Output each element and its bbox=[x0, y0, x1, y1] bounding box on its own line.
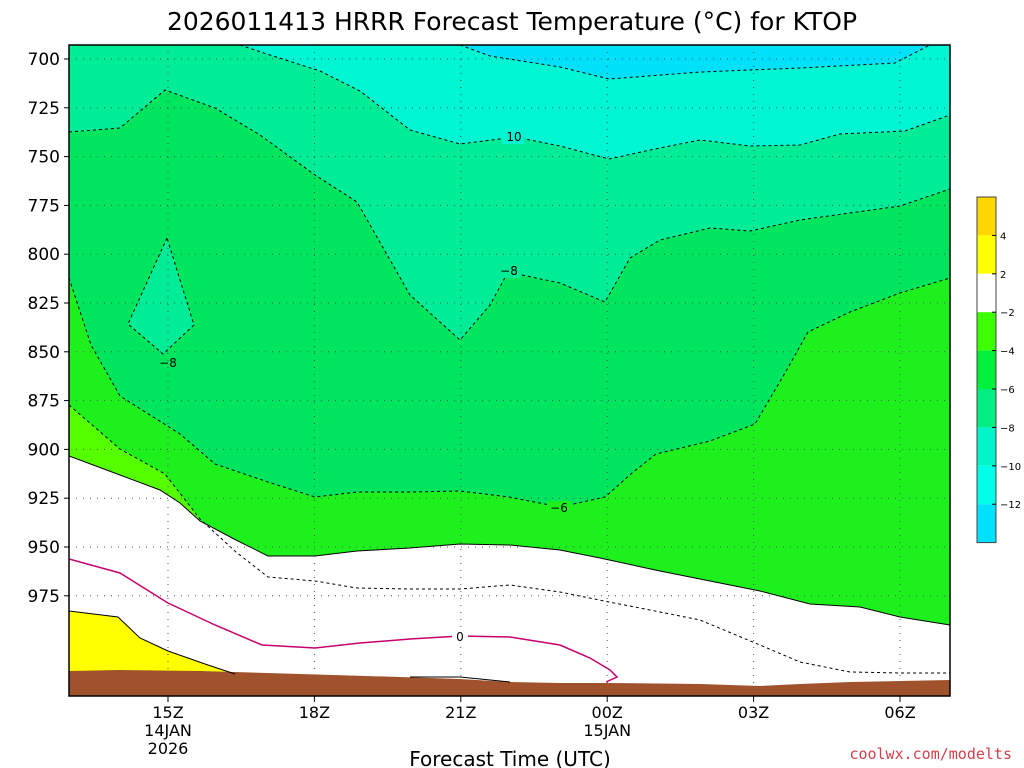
colorbar-tick-label: −10 bbox=[1000, 462, 1021, 473]
x-tick-label: 18Z bbox=[299, 703, 330, 722]
chart-title: 2026011413 HRRR Forecast Temperature (°C… bbox=[167, 7, 857, 36]
y-tick-label: 850 bbox=[28, 343, 60, 363]
y-tick-label: 750 bbox=[28, 148, 60, 168]
contour-lines bbox=[69, 45, 950, 683]
x-tick-label: 2026 bbox=[148, 739, 189, 758]
colorbar-swatch bbox=[977, 312, 996, 351]
terrain-surface bbox=[69, 670, 950, 696]
contour-label-minus10: 10 bbox=[506, 130, 521, 144]
y-tick-label: 975 bbox=[28, 587, 60, 607]
y-tick-label: 900 bbox=[28, 440, 60, 460]
colorbar-swatch bbox=[977, 197, 996, 236]
colorbar-swatch bbox=[977, 504, 996, 543]
colorbar-tick-label: 2 bbox=[1000, 270, 1006, 281]
contour-label-minus8: −8 bbox=[500, 264, 518, 278]
y-tick-label: 925 bbox=[28, 489, 60, 509]
contour-minus12 bbox=[459, 45, 931, 80]
colorbar-swatch bbox=[977, 350, 996, 389]
region-above-zero bbox=[69, 456, 950, 696]
y-tick-label: 825 bbox=[28, 294, 60, 314]
x-tick-label: 21Z bbox=[445, 703, 476, 722]
y-tick-label: 800 bbox=[28, 245, 60, 265]
region-warm-surface bbox=[69, 611, 235, 674]
region-below-minus12 bbox=[460, 45, 930, 79]
x-tick-label: 15JAN bbox=[583, 721, 631, 740]
colorbar: 4 2 −2 −4 −6 −8 −10 −12 bbox=[976, 196, 1021, 544]
plot-frame bbox=[68, 44, 951, 697]
contour-label-zero: 0 bbox=[456, 630, 464, 644]
y-axis: 700 725 750 775 800 825 850 875 900 925 950 975 bbox=[28, 50, 69, 607]
region-minus6-to-minus8 bbox=[69, 90, 950, 507]
colorbar-tick-label: −8 bbox=[1000, 423, 1015, 434]
contour-plus2-small bbox=[410, 676, 511, 683]
x-tick-label: 03Z bbox=[738, 703, 769, 722]
contour-minus6 bbox=[69, 277, 950, 508]
colorbar-tick-label: −2 bbox=[1000, 308, 1015, 319]
region-minus8-to-minus10 bbox=[69, 45, 950, 340]
colorbar-tick-label: 4 bbox=[1000, 231, 1006, 242]
x-tick-label: 06Z bbox=[884, 703, 915, 722]
colorbar-frame bbox=[976, 196, 997, 544]
contour-label-minus6: −6 bbox=[550, 501, 568, 515]
plot-area bbox=[69, 45, 950, 696]
colorbar-swatch bbox=[977, 273, 996, 313]
colorbar-tick-label: −12 bbox=[1000, 500, 1021, 511]
y-tick-label: 775 bbox=[28, 196, 60, 216]
y-tick-label: 875 bbox=[28, 392, 60, 412]
y-tick-label: 700 bbox=[28, 50, 60, 70]
x-tick-label: 00Z bbox=[592, 703, 623, 722]
region-minus8-closed bbox=[128, 238, 194, 354]
y-tick-label: 725 bbox=[28, 99, 60, 119]
colorbar-swatch bbox=[977, 465, 996, 505]
colorbar-tick-label: −6 bbox=[1000, 385, 1015, 396]
x-tick-label: 14JAN bbox=[144, 721, 192, 740]
y-tick-label: 950 bbox=[28, 538, 60, 558]
contour-labels: 10 −8 −8 −6 0 bbox=[159, 130, 571, 644]
contour-label-minus8-closed: −8 bbox=[159, 356, 177, 370]
contour-minus8-closed bbox=[127, 236, 195, 355]
x-tick-label: 15Z bbox=[152, 703, 183, 722]
colorbar-tick-label: −4 bbox=[1000, 347, 1015, 358]
colorbar-swatch bbox=[977, 389, 996, 428]
contour-minus2 bbox=[69, 455, 950, 626]
x-axis-label: Forecast Time (UTC) bbox=[409, 747, 611, 768]
contour-plus2 bbox=[69, 610, 236, 675]
contour-zero bbox=[69, 558, 619, 683]
colorbar-swatch bbox=[977, 427, 996, 466]
contour-minus8 bbox=[69, 89, 950, 341]
credit-text: coolwx.com/modelts bbox=[849, 745, 1012, 763]
colorbar-swatch bbox=[977, 235, 996, 274]
